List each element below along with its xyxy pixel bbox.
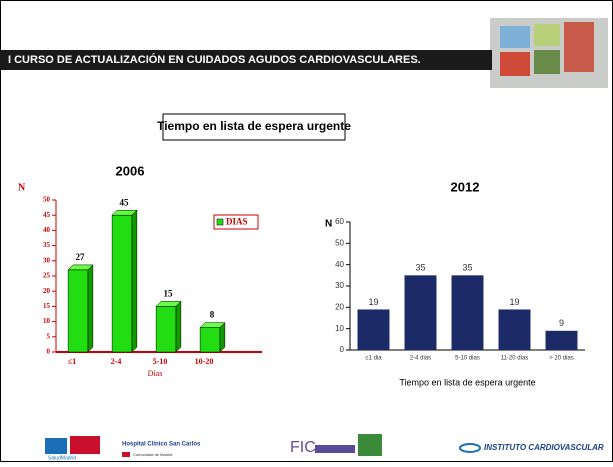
y-tick-label: 45 [43, 211, 51, 219]
logo-text: INSTITUTO CARDIOVASCULAR [484, 443, 604, 452]
value-label: 9 [559, 318, 564, 328]
x-tick-label: ≤1 [68, 357, 76, 366]
header-bar [0, 50, 492, 70]
y-tick-label: 50 [335, 238, 344, 247]
bar [545, 330, 578, 350]
x-tick-label: 2-4 dias [410, 356, 431, 362]
value-label: 19 [368, 297, 378, 307]
bar-side [87, 264, 94, 353]
y-tick-label: 20 [43, 287, 51, 295]
legend-swatch [216, 218, 224, 226]
footer: SaludMadrid Hospital Clínico San Carlos … [45, 434, 604, 461]
y-tick-label: 15 [43, 302, 51, 310]
y-tick-label: 0 [47, 348, 51, 356]
y-tick-label: 40 [335, 260, 344, 269]
value-label: 35 [462, 263, 472, 273]
subtitle-box [162, 113, 346, 141]
bar-side [175, 300, 182, 353]
logo-text: SaludMadrid [48, 455, 76, 461]
y-tick-label: 5 [47, 332, 51, 340]
logo-text: Hospital Clínico San Carlos [122, 442, 201, 448]
chart-title: 2012 [451, 179, 480, 194]
y-tick-label: 60 [335, 217, 344, 226]
y-tick-label: 20 [335, 302, 344, 311]
bar [404, 275, 437, 350]
x-axis-label: Tiempo en lista de espera urgente [399, 377, 535, 387]
y-tick-label: 10 [335, 324, 344, 333]
legend-label: DIAS [226, 217, 248, 227]
value-label: 15 [164, 288, 174, 298]
bar [199, 327, 221, 353]
x-tick-label: > 20 dias [549, 356, 574, 362]
value-label: 8 [210, 310, 215, 320]
bar [357, 309, 390, 350]
x-tick-label: 5-10 [153, 357, 168, 366]
y-axis-label: N [325, 219, 332, 230]
x-tick-label: 11-20 dias [501, 356, 529, 362]
bar [67, 269, 89, 353]
value-label: 35 [415, 263, 425, 273]
value-label: 19 [509, 297, 519, 307]
y-tick-label: 35 [43, 241, 51, 249]
bar [498, 309, 531, 350]
y-tick-label: 30 [335, 281, 344, 290]
chart-title: 2006 [116, 163, 145, 178]
bar [155, 306, 177, 353]
y-tick-label: 25 [43, 272, 51, 280]
bar-side [131, 209, 138, 353]
x-tick-label: 5-10 dias [455, 356, 480, 362]
value-label: 27 [76, 252, 86, 262]
logo-text: FIC [290, 439, 316, 456]
header-title: I CURSO DE ACTUALIZACIÓN EN CUIDADOS AGU… [8, 53, 421, 66]
y-tick-label: 40 [43, 226, 51, 234]
x-tick-label: 2-4 [111, 357, 122, 366]
logo-text: Comunidad de Madrid [133, 452, 172, 457]
x-tick-label: 10-20 [195, 357, 214, 366]
y-tick-label: 10 [43, 317, 51, 325]
header-image [490, 18, 608, 88]
y-tick-label: 50 [43, 196, 51, 204]
subtitle: Tiempo en lista de espera urgente [157, 119, 351, 133]
legend-box [213, 214, 259, 230]
bar [451, 275, 484, 350]
y-tick-label: 0 [340, 345, 345, 354]
x-axis-label: Días [148, 369, 163, 378]
x-tick-label: ≤1 dia [365, 356, 382, 362]
y-tick-label: 30 [43, 256, 51, 264]
value-label: 45 [120, 197, 130, 207]
bar [111, 214, 133, 353]
y-axis-label: N [18, 182, 26, 193]
